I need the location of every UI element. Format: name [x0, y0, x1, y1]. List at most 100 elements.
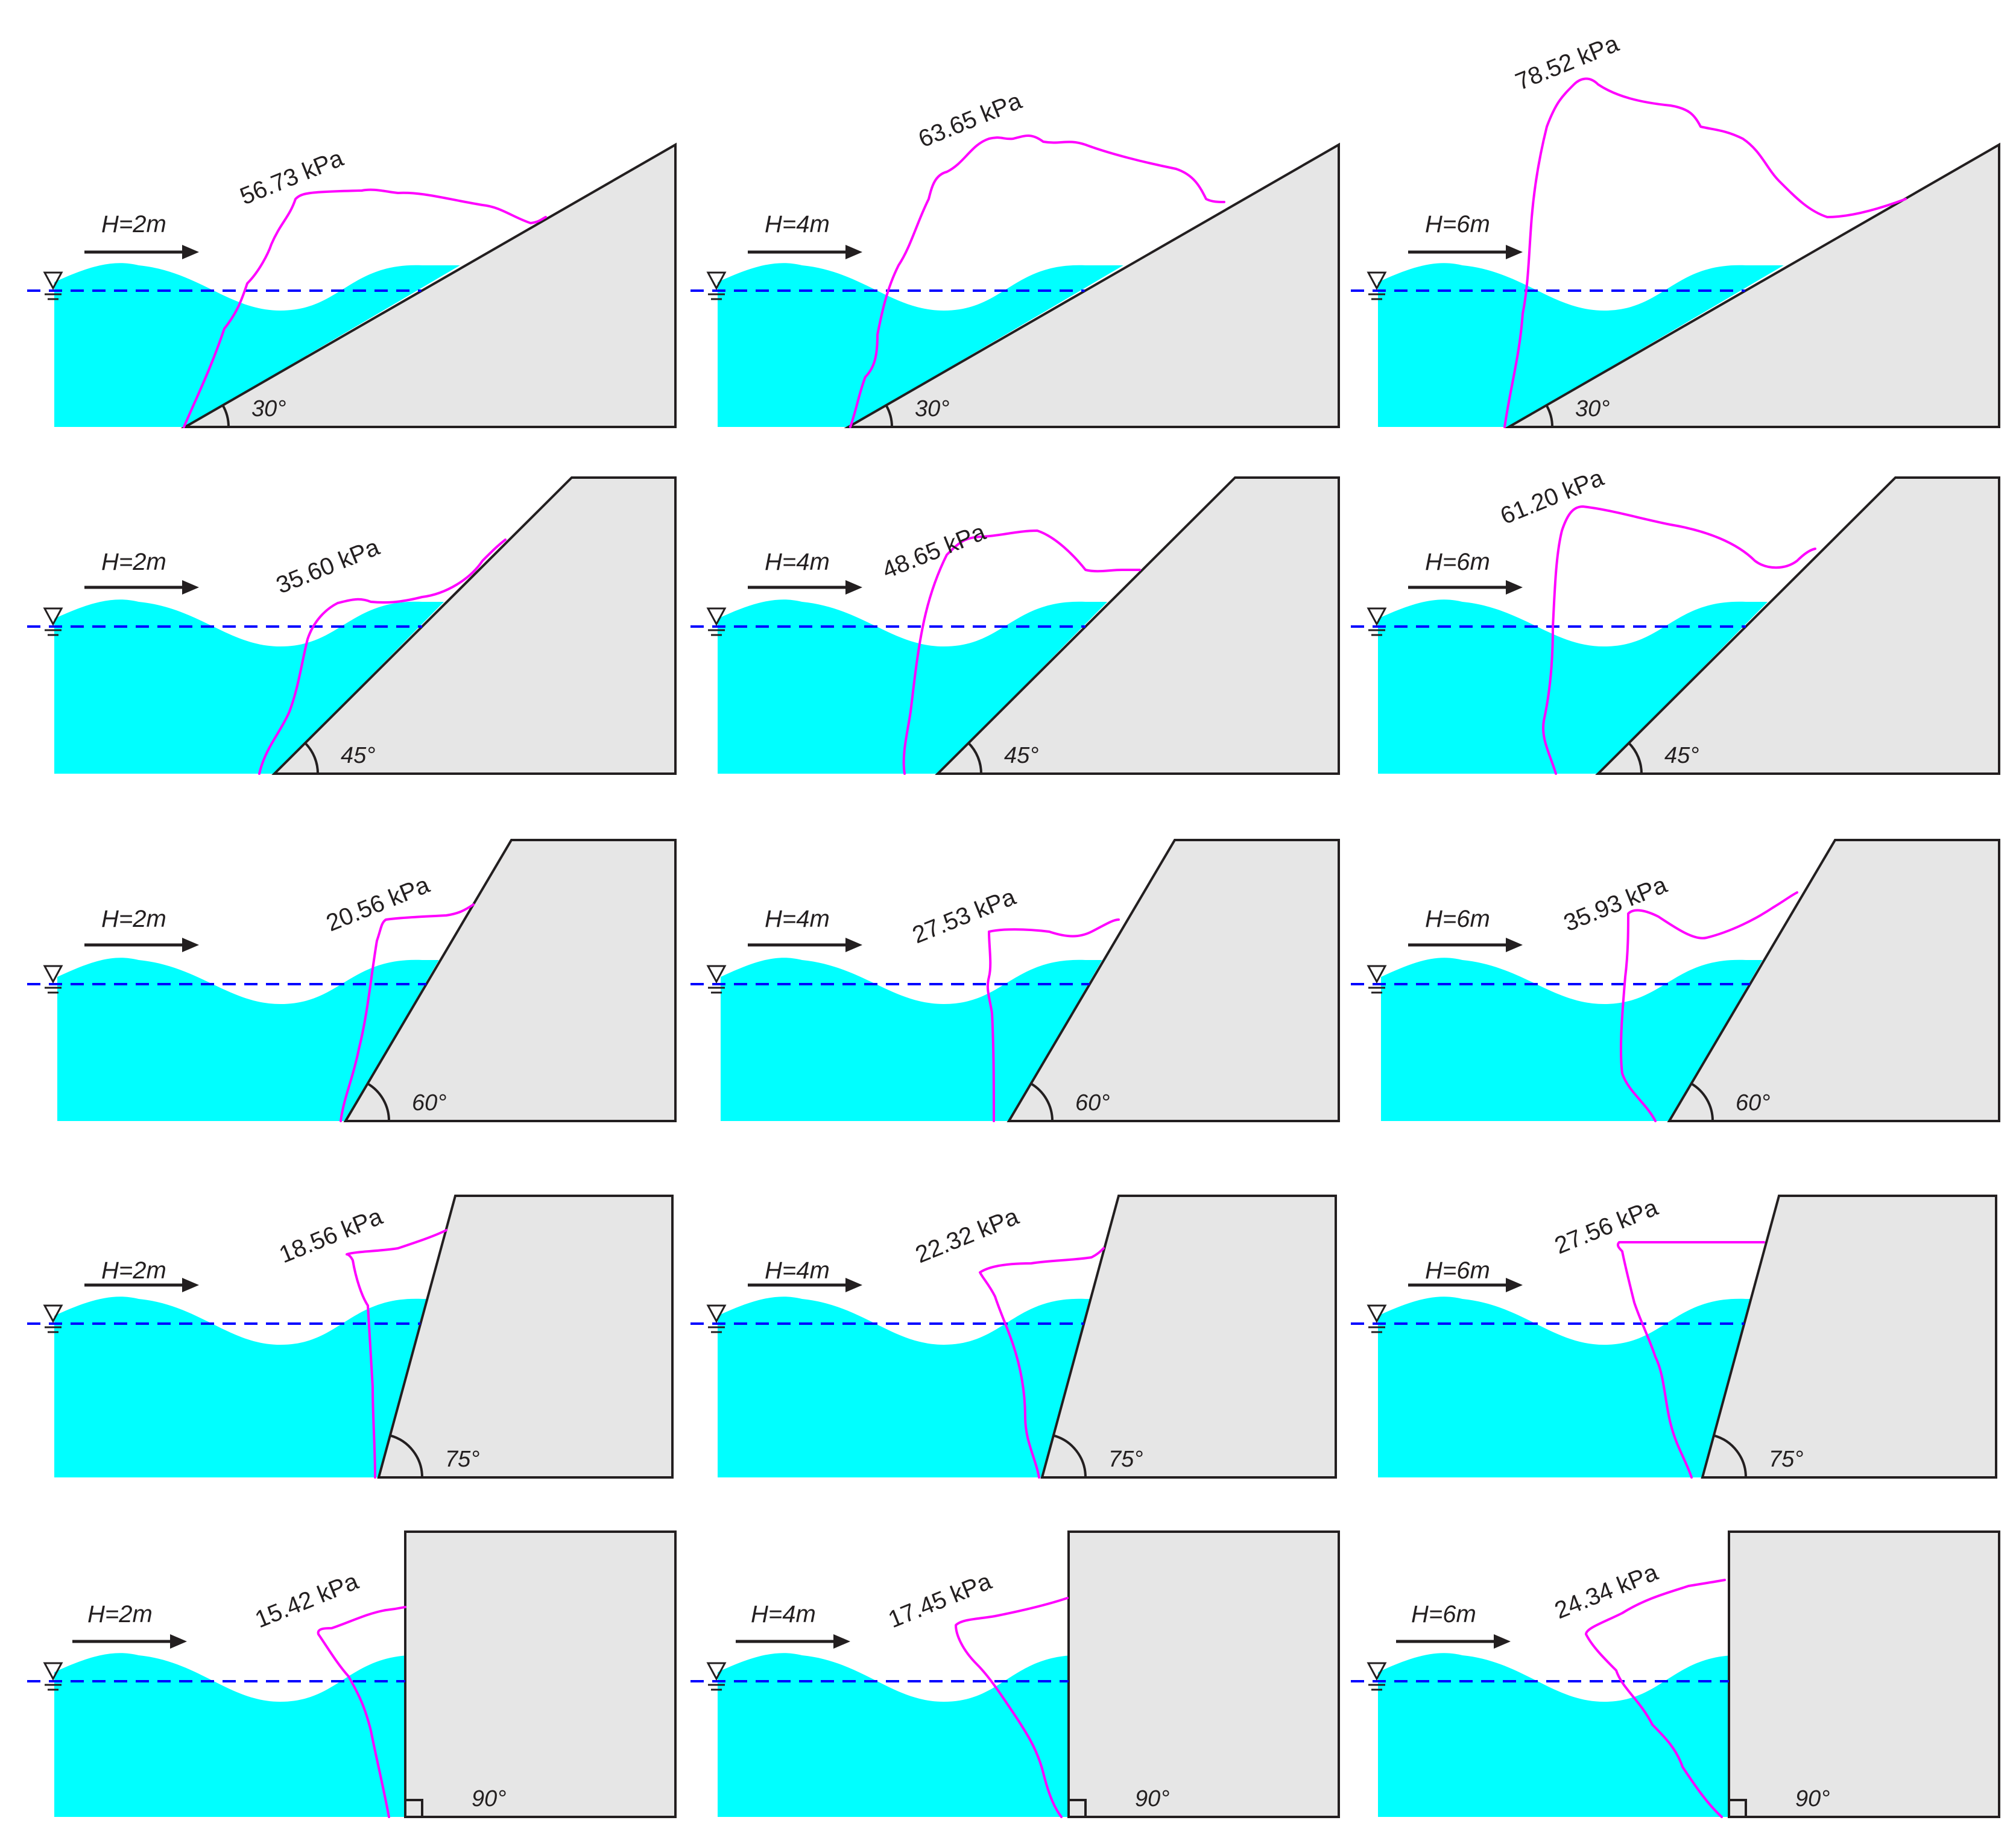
- slope-angle-label: 30°: [1575, 396, 1610, 422]
- panel: H=2m 45° 35.60 kPa: [27, 476, 677, 775]
- pressure-distribution-curve: [1616, 1240, 1765, 1479]
- slope-angle-label: 90°: [472, 1786, 506, 1811]
- water-level-symbol: [43, 1662, 63, 1681]
- water-body: [1378, 263, 1784, 427]
- panel: H=4m 45° 48.65 kPa: [690, 476, 1340, 775]
- water-body: [721, 958, 1102, 1121]
- slope-angle-label: 60°: [1075, 1090, 1110, 1116]
- peak-pressure-label: 20.56 kPa: [323, 871, 434, 937]
- water-level-symbol: [1367, 607, 1387, 627]
- water-level-symbol: [706, 1304, 727, 1324]
- slope-angle-arc: [885, 405, 893, 428]
- water-level-symbol: [1367, 271, 1387, 291]
- pressure-distribution-curve: [258, 539, 507, 775]
- structure-block: [1595, 476, 2000, 775]
- water-level-symbol: [706, 1662, 727, 1681]
- water-body: [54, 599, 444, 774]
- panel: H=2m 30° 56.73 kPa: [27, 142, 677, 428]
- peak-pressure-label: 35.93 kPa: [1560, 871, 1671, 937]
- water-level-symbol: [706, 271, 727, 291]
- pressure-distribution-curve: [340, 903, 475, 1122]
- water-body: [718, 1653, 1085, 1817]
- slope-angle-label: 30°: [915, 396, 949, 422]
- arrow-head-icon: [833, 1634, 850, 1649]
- water-body: [1378, 599, 1768, 774]
- slope-angle-arc: [1713, 1434, 1747, 1478]
- structure-block: [1701, 1195, 1997, 1479]
- pressure-distribution-curve: [317, 1606, 406, 1818]
- panel: H=6m 60° 35.93 kPa: [1351, 839, 2000, 1122]
- structure-block: [1728, 1530, 2000, 1818]
- structure-block: [271, 476, 677, 775]
- pressure-distribution-curve: [1585, 1579, 1726, 1818]
- structure-block: [377, 1195, 674, 1479]
- wave-height-label: H=4m: [751, 1601, 816, 1628]
- pressure-distribution-curve: [979, 1247, 1105, 1479]
- water-body: [718, 263, 1123, 427]
- panel: H=6m 45° 61.20 kPa: [1351, 464, 2000, 775]
- wave-height-label: H=4m: [765, 549, 830, 575]
- wave-height-label: H=4m: [765, 1257, 830, 1284]
- slope-angle-arc: [1029, 1082, 1054, 1122]
- structure-block: [180, 142, 677, 428]
- panel: H=6m 75° 27.56 kPa: [1351, 1194, 1997, 1479]
- panel: H=4m 90° 17.45 kPa: [690, 1530, 1340, 1818]
- water-body: [54, 263, 460, 427]
- water-body: [1378, 1297, 1751, 1477]
- arrow-head-icon: [845, 938, 862, 952]
- peak-pressure-label: 78.52 kPa: [1512, 30, 1623, 96]
- water-level-symbol: [43, 607, 63, 627]
- arrow-head-icon: [1506, 580, 1523, 595]
- water-body: [54, 1653, 422, 1817]
- wave-height-label: H=4m: [765, 906, 830, 932]
- water-body: [718, 1297, 1090, 1477]
- structure-block: [1006, 839, 1340, 1122]
- peak-pressure-label: 27.53 kPa: [909, 883, 1020, 949]
- slope-angle-arc: [1628, 742, 1643, 774]
- panel: H=4m 60° 27.53 kPa: [690, 839, 1340, 1122]
- slope-angle-label: 45°: [341, 743, 375, 768]
- water-level-symbol: [43, 1304, 63, 1324]
- arrow-head-icon: [1494, 1634, 1511, 1649]
- pressure-distribution-curve: [1503, 77, 1907, 428]
- peak-pressure-label: 22.32 kPa: [912, 1203, 1023, 1269]
- slope-angle-label: 60°: [412, 1090, 446, 1116]
- pressure-distribution-curve: [849, 134, 1225, 428]
- slope-angle-label: 90°: [1135, 1786, 1169, 1811]
- panel: H=4m 30° 63.65 kPa: [690, 87, 1340, 428]
- slope-angle-arc: [221, 405, 230, 428]
- slope-angle-label: 45°: [1004, 743, 1038, 768]
- water-level-symbol: [1367, 1662, 1387, 1681]
- slope-angle-arc: [1545, 405, 1553, 428]
- water-level-symbol: [43, 965, 63, 984]
- structure-block: [1040, 1195, 1337, 1479]
- arrow-head-icon: [845, 580, 862, 595]
- water-body: [1378, 1653, 1746, 1817]
- right-angle-mark: [1728, 1799, 1747, 1818]
- wave-height-label: H=6m: [1411, 1601, 1476, 1628]
- slope-angle-arc: [967, 742, 982, 774]
- water-body: [1381, 958, 1763, 1121]
- structure-block: [343, 839, 677, 1122]
- arrow-head-icon: [182, 1278, 199, 1292]
- arrow-head-icon: [182, 938, 199, 952]
- pressure-distribution-curve: [1542, 505, 1816, 775]
- structure-block: [844, 142, 1340, 428]
- arrow-head-icon: [182, 580, 199, 595]
- wave-height-label: H=2m: [101, 211, 166, 238]
- structure-block: [404, 1530, 677, 1818]
- peak-pressure-label: 63.65 kPa: [915, 87, 1026, 153]
- wave-height-label: H=2m: [101, 906, 166, 932]
- wave-height-label: H=4m: [765, 211, 830, 238]
- peak-pressure-label: 17.45 kPa: [885, 1568, 996, 1634]
- slope-angle-label: 45°: [1664, 743, 1699, 768]
- peak-pressure-label: 61.20 kPa: [1497, 464, 1608, 530]
- structure-block: [1667, 839, 2000, 1122]
- water-body: [54, 1297, 427, 1477]
- panel: H=6m 30° 78.52 kPa: [1351, 30, 2000, 428]
- peak-pressure-label: 35.60 kPa: [273, 534, 384, 599]
- wave-height-label: H=6m: [1425, 549, 1490, 575]
- slope-angle-label: 60°: [1736, 1090, 1770, 1116]
